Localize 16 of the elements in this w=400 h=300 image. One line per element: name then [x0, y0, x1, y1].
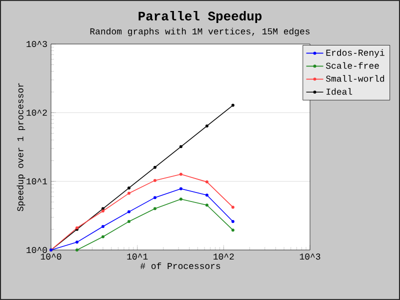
y-axis-title: Speedup over 1 processor	[16, 83, 26, 212]
y-tick-label: 10^0	[26, 246, 47, 254]
chart-subtitle: Random graphs with 1M vertices, 15M edges	[90, 28, 310, 36]
chart-title: Parallel Speedup	[138, 10, 262, 24]
y-tick-label: 10^2	[26, 110, 47, 116]
legend-label: Ideal	[326, 88, 352, 95]
y-tick-label: 10^3	[26, 40, 47, 48]
x-tick-label: 10^1	[127, 254, 148, 260]
x-axis-title: # of Processors	[140, 262, 220, 270]
x-tick-label: 10^2	[214, 254, 234, 260]
legend-label: Erdos-Renyi	[326, 49, 384, 58]
legend-label: Scale-free	[326, 62, 379, 69]
legend-label: Small-world	[326, 75, 384, 82]
x-tick-label: 10^0	[40, 254, 62, 260]
y-tick-label: 10^1	[26, 178, 48, 184]
x-tick-label: 10^3	[300, 254, 320, 260]
